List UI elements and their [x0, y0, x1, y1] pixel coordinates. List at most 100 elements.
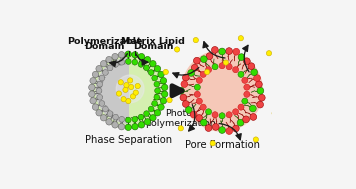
Circle shape: [158, 104, 164, 110]
Circle shape: [200, 71, 206, 77]
Circle shape: [154, 66, 161, 72]
Circle shape: [118, 80, 124, 85]
Circle shape: [205, 67, 211, 73]
Text: Pore Formation: Pore Formation: [185, 140, 260, 150]
Circle shape: [119, 59, 125, 65]
Circle shape: [251, 69, 257, 76]
Circle shape: [223, 60, 229, 65]
Circle shape: [112, 122, 118, 128]
Circle shape: [226, 128, 232, 134]
Circle shape: [226, 64, 232, 70]
Circle shape: [121, 97, 126, 102]
Circle shape: [92, 104, 99, 110]
Wedge shape: [96, 59, 128, 123]
Circle shape: [135, 83, 140, 89]
Circle shape: [200, 119, 207, 126]
Circle shape: [233, 48, 240, 55]
Circle shape: [232, 109, 239, 115]
Circle shape: [160, 77, 167, 84]
Circle shape: [182, 50, 262, 131]
Circle shape: [250, 114, 257, 120]
Circle shape: [123, 87, 128, 92]
Circle shape: [89, 91, 95, 97]
Circle shape: [238, 71, 244, 77]
Circle shape: [125, 59, 131, 64]
Text: Domain: Domain: [133, 42, 173, 51]
Circle shape: [185, 107, 192, 113]
Circle shape: [100, 60, 107, 67]
Circle shape: [238, 36, 244, 41]
Circle shape: [96, 110, 102, 116]
Circle shape: [219, 127, 225, 133]
Text: Polymerizable: Polymerizable: [67, 37, 142, 46]
Circle shape: [107, 65, 113, 71]
Circle shape: [212, 112, 218, 118]
Circle shape: [238, 54, 245, 60]
Circle shape: [144, 119, 151, 125]
Circle shape: [116, 75, 144, 103]
Circle shape: [250, 105, 256, 112]
Circle shape: [90, 77, 96, 84]
Circle shape: [119, 124, 125, 130]
Circle shape: [148, 106, 154, 112]
Circle shape: [276, 79, 281, 84]
Circle shape: [226, 48, 232, 54]
Circle shape: [226, 112, 232, 118]
Circle shape: [196, 98, 202, 104]
Circle shape: [182, 74, 189, 81]
Circle shape: [257, 101, 263, 108]
Circle shape: [97, 94, 103, 100]
Circle shape: [244, 84, 250, 90]
Circle shape: [89, 84, 95, 91]
Circle shape: [97, 81, 103, 87]
Circle shape: [232, 67, 239, 73]
Circle shape: [132, 124, 138, 130]
Circle shape: [138, 114, 144, 120]
Circle shape: [160, 98, 167, 104]
Circle shape: [91, 53, 166, 128]
Circle shape: [90, 98, 96, 104]
Circle shape: [219, 113, 225, 119]
Circle shape: [191, 64, 198, 71]
Circle shape: [103, 70, 108, 75]
Circle shape: [130, 94, 136, 99]
Circle shape: [242, 98, 248, 104]
Circle shape: [180, 94, 187, 101]
Circle shape: [244, 91, 250, 97]
Circle shape: [154, 81, 160, 87]
Circle shape: [256, 81, 262, 88]
Circle shape: [138, 122, 145, 128]
Circle shape: [144, 57, 151, 63]
Circle shape: [138, 61, 144, 67]
Circle shape: [107, 111, 113, 116]
Circle shape: [132, 116, 138, 122]
Circle shape: [129, 84, 134, 90]
Circle shape: [182, 101, 189, 107]
Circle shape: [194, 91, 200, 97]
Circle shape: [99, 75, 105, 81]
Circle shape: [103, 106, 108, 112]
Circle shape: [210, 141, 215, 146]
Circle shape: [237, 119, 244, 126]
Circle shape: [148, 70, 154, 75]
Circle shape: [205, 125, 212, 131]
Circle shape: [257, 87, 264, 94]
Text: Matrix Lipid: Matrix Lipid: [121, 37, 185, 46]
Circle shape: [162, 84, 168, 91]
Text: polymerization: polymerization: [145, 119, 216, 128]
Circle shape: [144, 111, 150, 116]
Circle shape: [196, 115, 203, 121]
Circle shape: [258, 94, 265, 101]
Circle shape: [112, 53, 118, 60]
Circle shape: [152, 101, 157, 106]
Circle shape: [167, 98, 172, 103]
Circle shape: [126, 98, 131, 104]
Circle shape: [238, 104, 244, 110]
Circle shape: [193, 37, 198, 43]
Circle shape: [150, 115, 156, 121]
Circle shape: [204, 69, 210, 75]
Circle shape: [154, 94, 160, 100]
Circle shape: [125, 124, 131, 131]
Circle shape: [174, 47, 180, 52]
Circle shape: [196, 77, 202, 83]
